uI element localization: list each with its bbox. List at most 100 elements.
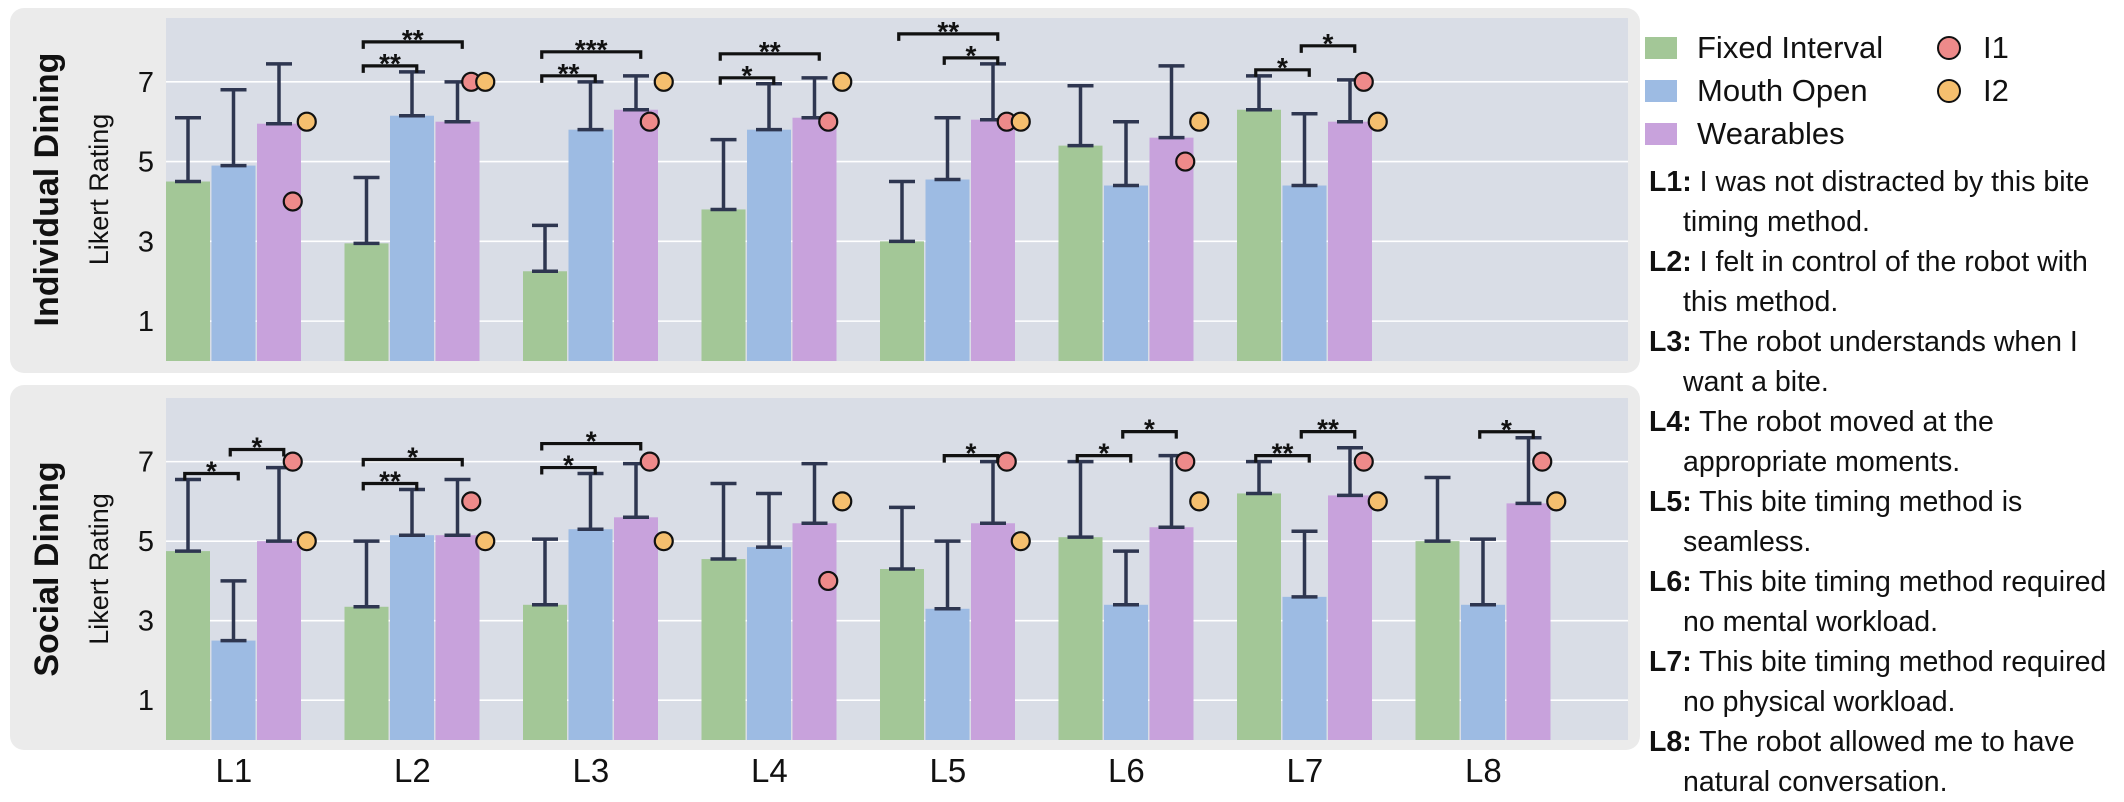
marker-i2-l7	[1367, 111, 1388, 132]
significance-bracket	[1478, 430, 1535, 439]
panel-title: Social Dining	[28, 461, 66, 676]
legend-item-i2: I2	[1937, 73, 2009, 109]
significance-bracket	[228, 447, 286, 457]
marker-i2-l4	[832, 71, 853, 92]
legend-label-i2: I2	[1983, 73, 2009, 108]
significance-bracket	[183, 471, 240, 481]
y-tick-label: 5	[138, 526, 154, 558]
bar-mouth-open-l3	[568, 129, 613, 361]
bar-fixed-interval-l6	[1058, 537, 1103, 740]
bar-mouth-open-l2	[390, 535, 434, 740]
marker-i1-l4	[818, 570, 839, 592]
bar-mouth-open-l6	[1104, 604, 1148, 740]
question-text: I was not distracted by this bite timing…	[1683, 166, 2090, 238]
bar-fixed-interval-l8	[1415, 541, 1460, 740]
question-text: This bite timing method required no ment…	[1683, 566, 2107, 638]
x-tick-label-l1: L1	[215, 752, 252, 789]
bar-fixed-interval-l5	[880, 569, 924, 740]
x-tick-label-l2: L2	[394, 752, 431, 789]
bar-mouth-open-l2	[390, 115, 434, 361]
marker-i2-l2	[475, 531, 496, 552]
bar-mouth-open-l8	[1461, 604, 1505, 740]
significance-bracket	[540, 50, 643, 59]
bar-wearables-l4	[792, 523, 837, 740]
y-tick-label: 1	[138, 306, 154, 338]
question-item: L7: This bite timing method required no …	[1649, 642, 2119, 722]
y-tick-label: 3	[138, 606, 154, 638]
bar-wearables-l4	[792, 117, 837, 361]
x-tick-label-l5: L5	[929, 752, 966, 789]
significance-bracket	[361, 40, 464, 49]
bar-fixed-interval-l4	[701, 559, 746, 740]
significance-label: *	[1099, 438, 1110, 469]
marker-i2-l3	[653, 531, 674, 552]
question-text: This bite timing method required no phys…	[1683, 646, 2107, 718]
significance-label: **	[759, 36, 781, 67]
question-key: L1:	[1649, 166, 1692, 198]
significance-label: *	[1277, 52, 1288, 83]
significance-bracket	[361, 481, 419, 491]
legend-label-fixed-interval: Fixed Interval	[1697, 30, 1884, 65]
marker-i2-l1	[296, 111, 317, 132]
significance-label: *	[966, 40, 977, 71]
significance-bracket	[718, 76, 776, 85]
question-item: L6: This bite timing method required no …	[1649, 562, 2119, 642]
legend-item-wearables: Wearables	[1645, 116, 1845, 152]
significance-bracket	[361, 64, 419, 73]
marker-i2-l6	[1189, 491, 1210, 512]
marker-i1-l6	[1175, 151, 1196, 172]
bar-wearables-l5	[971, 523, 1015, 740]
bar-wearables-l3	[614, 517, 658, 740]
bar-wearables-l7	[1328, 121, 1372, 361]
bar-fixed-interval-l3	[523, 271, 567, 361]
legend-panel: Fixed Interval Mouth Open Wearables I1 I…	[1645, 22, 2124, 802]
i2-marker-icon	[1937, 79, 1961, 103]
marker-i1-l7	[1353, 451, 1374, 472]
bar-wearables-l3	[614, 109, 658, 361]
significance-bracket	[942, 454, 1000, 463]
significance-label: *	[1323, 28, 1334, 59]
significance-bracket	[540, 74, 597, 83]
bar-wearables-l5	[971, 119, 1015, 361]
marker-i1-l3	[639, 451, 660, 472]
bar-wearables-l7	[1328, 495, 1372, 740]
significance-label: **	[1317, 414, 1339, 445]
question-item: L8: The robot allowed me to have natural…	[1649, 722, 2119, 802]
bar-fixed-interval-l5	[880, 241, 924, 361]
bar-wearables-l1	[257, 541, 301, 740]
bar-wearables-l6	[1149, 137, 1194, 361]
bar-wearables-l2	[435, 535, 480, 740]
significance-label: **	[937, 16, 959, 47]
bar-fixed-interval-l2	[344, 243, 389, 361]
mouth-open-swatch	[1645, 80, 1677, 102]
question-text: The robot understands when I want a bite…	[1683, 326, 2078, 398]
marker-i2-l5	[1010, 111, 1031, 132]
bar-mouth-open-l3	[568, 529, 613, 740]
question-item: L5: This bite timing method is seamless.	[1649, 482, 2119, 562]
y-tick-label: 7	[138, 447, 154, 479]
significance-bracket	[540, 465, 597, 475]
significance-label: **	[1272, 438, 1294, 469]
i1-marker-icon	[1937, 36, 1961, 60]
question-key: L8:	[1649, 726, 1692, 758]
y-axis-label: Likert Rating	[84, 114, 114, 266]
marker-i2-l4	[832, 491, 853, 512]
legend-item-fixed-interval: Fixed Interval	[1645, 30, 1883, 66]
bar-fixed-interval-l7	[1237, 493, 1281, 740]
significance-bracket	[897, 32, 1000, 41]
bar-mouth-open-l4	[747, 129, 791, 361]
significance-label: *	[252, 432, 263, 463]
legend-item-mouth-open: Mouth Open	[1645, 73, 1868, 109]
significance-label: **	[379, 48, 401, 79]
question-item: L2: I felt in control of the robot with …	[1649, 242, 2119, 322]
marker-i1-l1	[282, 451, 303, 472]
significance-bracket	[942, 56, 1000, 65]
significance-bracket	[718, 52, 821, 61]
bar-wearables-l8	[1506, 503, 1551, 740]
significance-label: ***	[575, 34, 608, 65]
question-key: L7:	[1649, 646, 1692, 678]
x-tick-label-l4: L4	[751, 752, 788, 789]
x-tick-label-l7: L7	[1286, 752, 1323, 789]
